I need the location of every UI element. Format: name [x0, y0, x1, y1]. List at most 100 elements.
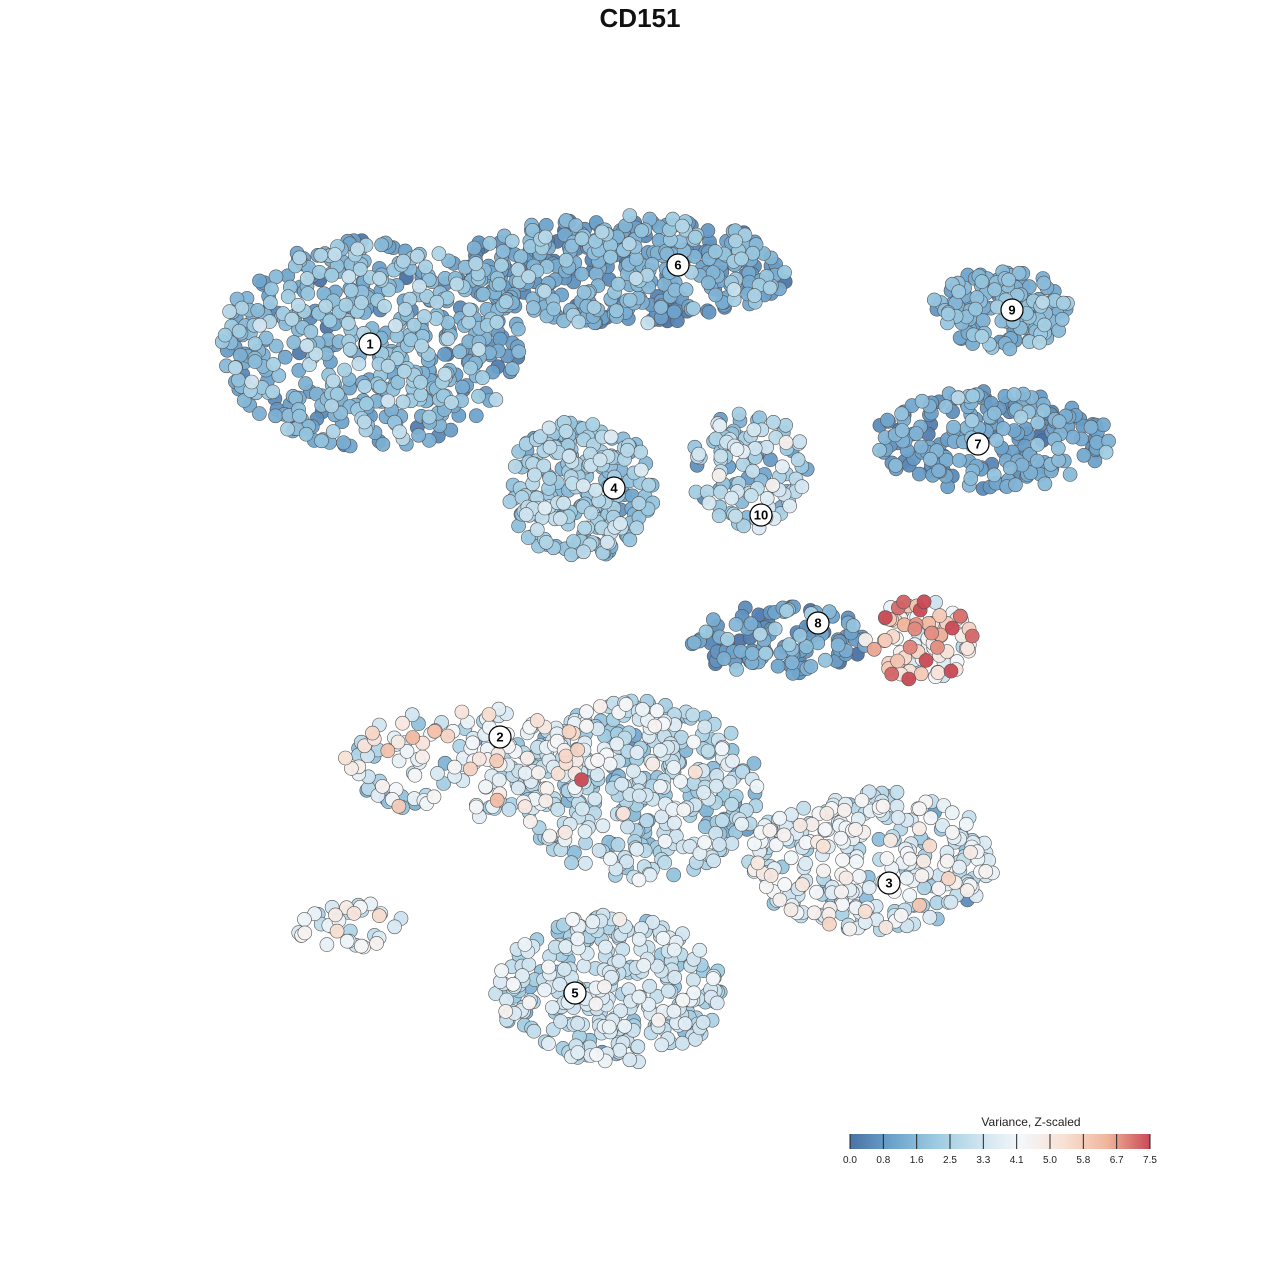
cell-point	[1006, 387, 1022, 402]
cell-point	[781, 637, 797, 653]
cell-point	[878, 920, 894, 935]
cell-point	[392, 424, 407, 440]
cell-point	[696, 785, 712, 800]
cell-point	[806, 905, 822, 921]
cell-point	[758, 645, 773, 661]
cell-point	[821, 916, 837, 932]
cell-point	[884, 666, 900, 682]
cell-point	[763, 452, 778, 468]
cell-point	[708, 287, 723, 303]
cell-point	[587, 791, 603, 807]
cell-point	[959, 883, 975, 898]
cell-point	[759, 491, 775, 506]
cell-point	[563, 547, 579, 563]
cell-point	[728, 617, 744, 632]
cell-point	[558, 939, 574, 955]
cell-point	[589, 1047, 604, 1062]
cell-point	[635, 702, 650, 717]
cell-point	[324, 398, 339, 414]
cell-point	[489, 314, 505, 330]
cell-point	[724, 836, 740, 851]
cell-point	[618, 697, 634, 712]
cell-point	[965, 388, 981, 404]
cluster-label-text: 9	[1008, 303, 1015, 318]
cell-point	[325, 373, 341, 389]
cluster-label-10: 10	[749, 503, 773, 527]
cell-point	[466, 240, 482, 256]
cell-point	[1001, 272, 1016, 288]
cell-point	[952, 453, 967, 468]
cell-point	[585, 417, 601, 432]
cluster-label-8: 8	[806, 611, 830, 635]
cell-point	[412, 278, 427, 294]
cell-point	[735, 764, 750, 780]
cell-point	[542, 439, 558, 455]
cell-point	[1062, 467, 1078, 482]
cell-point	[612, 912, 627, 927]
cell-point	[539, 781, 555, 797]
cell-point	[325, 424, 341, 439]
cell-point	[687, 764, 703, 780]
cell-point	[591, 843, 607, 858]
cell-point	[666, 760, 682, 775]
cell-point	[411, 427, 426, 443]
cell-point	[633, 462, 649, 478]
cell-point	[932, 608, 948, 623]
cell-point	[437, 366, 453, 382]
cell-point	[595, 818, 611, 834]
cell-point	[744, 646, 760, 661]
cell-point	[387, 919, 402, 935]
cell-point	[706, 853, 721, 869]
cluster-label-7: 7	[966, 432, 990, 456]
cell-point	[222, 304, 237, 319]
cell-point	[1096, 417, 1111, 433]
cell-point	[396, 363, 412, 379]
cell-point	[890, 653, 905, 669]
cell-point	[783, 902, 799, 918]
cell-point	[421, 409, 437, 425]
cell-point	[263, 281, 279, 297]
cell-point	[963, 845, 978, 860]
cell-point	[946, 419, 961, 435]
cell-point	[636, 958, 652, 973]
cell-point	[642, 978, 657, 994]
cell-point	[922, 909, 938, 925]
colorbar-legend: Variance, Z-scaled 0.0 0.8 1.6 2.5 3.3 4.1 5.0…	[843, 1115, 1157, 1166]
cell-point	[561, 724, 577, 740]
cell-point	[896, 594, 911, 610]
cell-point	[686, 734, 702, 750]
cell-point	[893, 908, 909, 923]
colorbar-tick-label: 5.8	[1076, 1155, 1090, 1166]
cell-point	[652, 742, 668, 758]
cell-point	[391, 798, 407, 814]
cell-point	[728, 508, 743, 524]
cell-point	[714, 741, 730, 757]
cell-point	[924, 625, 940, 641]
cell-point	[395, 715, 410, 731]
cell-point	[588, 996, 604, 1012]
cell-point	[482, 236, 498, 251]
cell-point	[268, 408, 283, 424]
cell-point	[685, 707, 701, 723]
cell-point	[494, 257, 509, 273]
cell-point	[711, 508, 727, 524]
cell-point	[698, 624, 714, 640]
cell-point	[1037, 476, 1053, 492]
cell-point	[413, 387, 429, 403]
cell-point	[1098, 444, 1114, 460]
cell-point	[911, 821, 927, 837]
cell-point	[597, 979, 612, 995]
cell-point	[907, 621, 923, 637]
cell-point	[588, 482, 603, 498]
cell-point	[926, 292, 942, 308]
cell-point	[449, 276, 465, 292]
cell-point	[577, 520, 592, 536]
cell-point	[640, 315, 656, 331]
cluster-label-9: 9	[1000, 298, 1024, 322]
cell-point	[629, 841, 645, 857]
cell-point	[489, 753, 505, 769]
cell-point	[613, 1003, 628, 1019]
cell-point	[407, 767, 423, 783]
cluster-labels: 1 2 3 4 5 6 7 8 9 10	[358, 253, 1024, 1005]
